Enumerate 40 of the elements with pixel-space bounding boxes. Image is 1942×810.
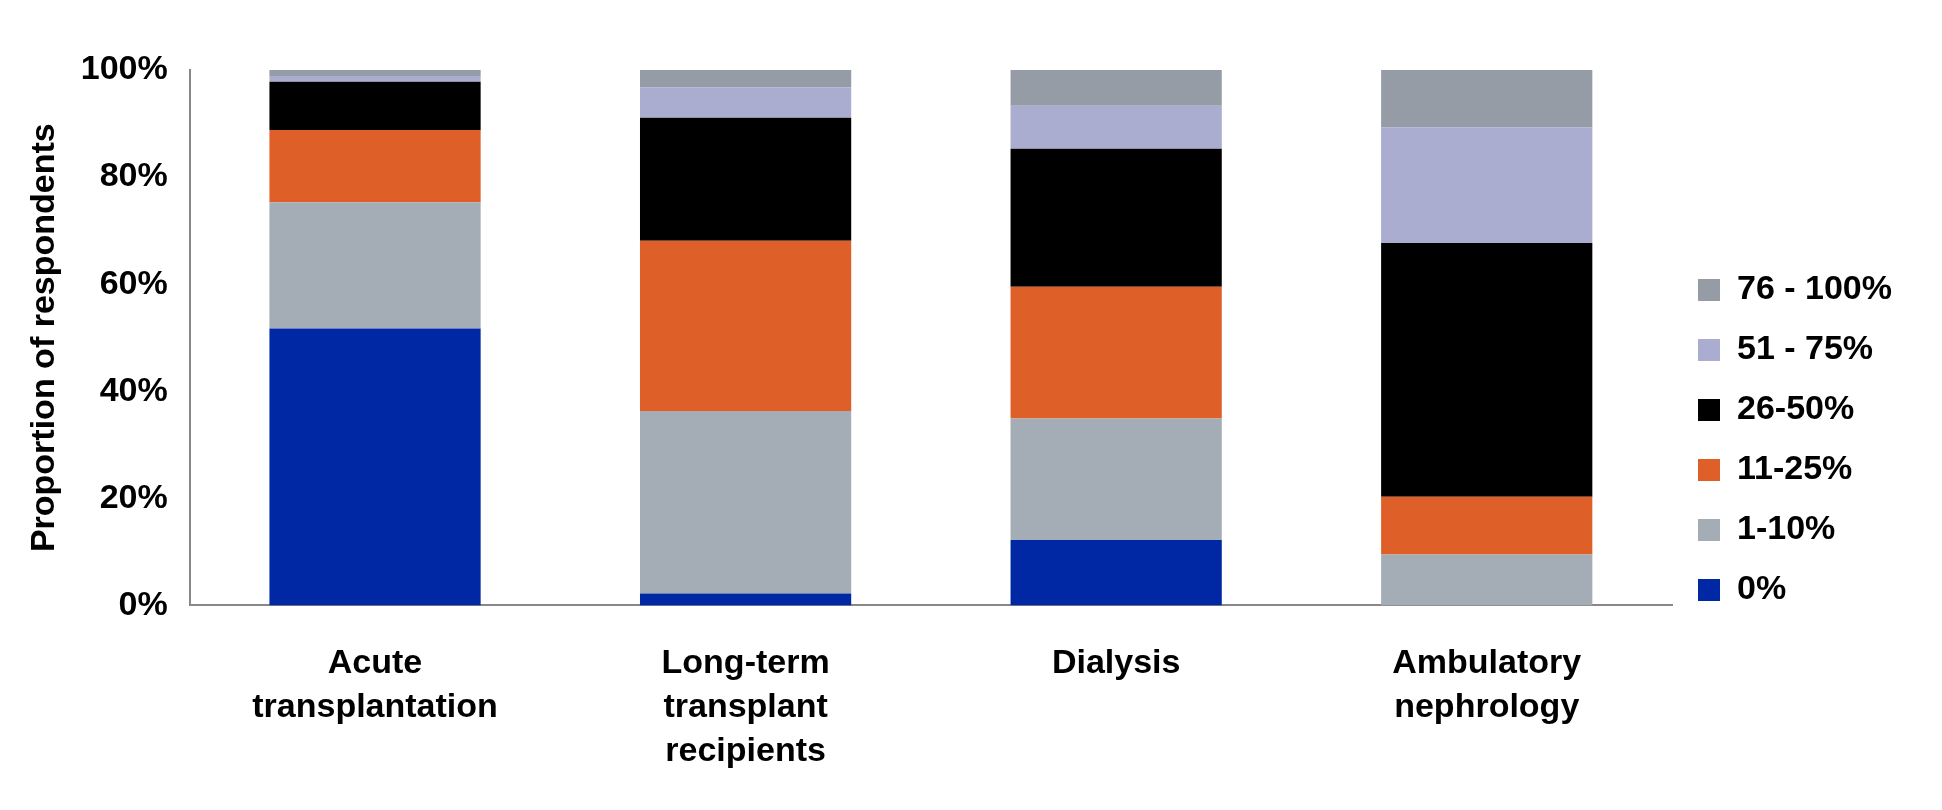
- bar: [269, 328, 481, 606]
- y-tick-label: 100%: [80, 48, 168, 87]
- bar: [1010, 105, 1222, 149]
- bar: [1010, 418, 1222, 541]
- bar: [639, 411, 852, 594]
- bar: [1381, 554, 1593, 606]
- bar: [639, 593, 852, 606]
- legend-label: 26-50%: [1737, 388, 1855, 427]
- y-tick-label: 80%: [99, 155, 168, 194]
- x-tick-label: Dialysis: [1051, 641, 1181, 680]
- bar: [1010, 286, 1222, 419]
- bar: [1010, 148, 1222, 287]
- bar: [1010, 70, 1222, 106]
- bar: [639, 240, 852, 412]
- bar: [639, 87, 852, 118]
- bar: [1010, 540, 1222, 606]
- bar: [1381, 70, 1593, 128]
- bar: [639, 117, 852, 241]
- bar: [269, 129, 481, 203]
- y-tick-label: 0%: [118, 583, 168, 622]
- bar: [269, 202, 481, 329]
- y-axis-title: Proportion of respondents: [22, 123, 61, 553]
- x-tick-label: Acute transplantation: [252, 641, 498, 725]
- legend-label: 76 - 100%: [1737, 268, 1893, 307]
- bar: [269, 75, 481, 82]
- y-tick-label: 20%: [99, 476, 168, 515]
- legend-label: 11-25%: [1737, 448, 1853, 487]
- x-tick-label: Long-term transplant recipients: [661, 641, 830, 769]
- bar: [639, 70, 852, 88]
- y-tick-label: 40%: [99, 369, 168, 408]
- bar: [1381, 127, 1593, 243]
- x-tick-label: Ambulatory nephrology: [1392, 641, 1582, 725]
- legend-label: 51 - 75%: [1737, 328, 1874, 367]
- legend-label: 0%: [1737, 568, 1787, 607]
- bar: [1381, 242, 1593, 497]
- bar: [269, 81, 481, 130]
- bar: [269, 70, 481, 76]
- y-tick-label: 60%: [99, 262, 168, 301]
- bar: [1381, 496, 1593, 555]
- legend-label: 1-10%: [1737, 508, 1836, 547]
